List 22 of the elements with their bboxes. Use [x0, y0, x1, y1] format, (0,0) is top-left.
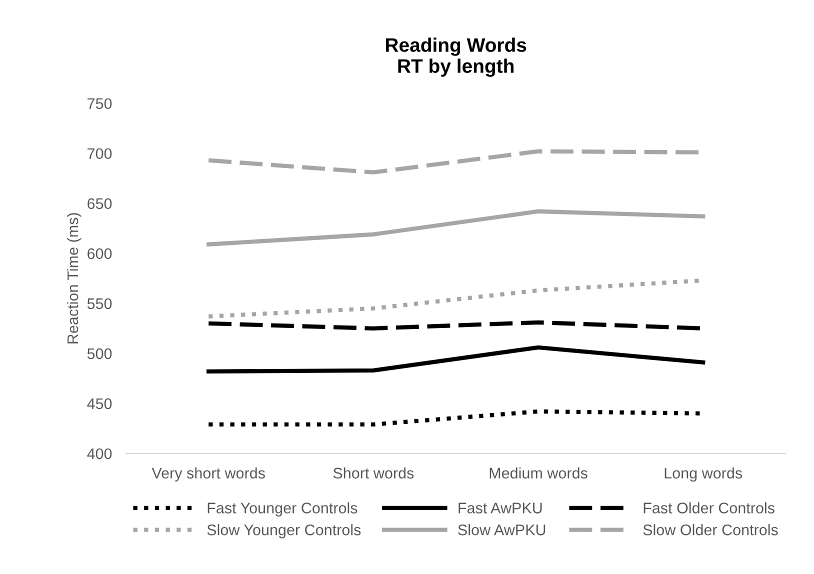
legend-label: Fast AwPKU — [458, 502, 542, 514]
x-tick-label: Very short words — [152, 467, 265, 482]
x-tick-label: Medium words — [490, 467, 588, 479]
legend-label: Slow Younger Controls — [207, 524, 361, 538]
y-tick-label: 500 — [87, 348, 112, 360]
y-tick-label: 550 — [87, 298, 112, 310]
legend-label: Fast Younger Controls — [208, 502, 358, 516]
line-series — [206, 345, 706, 374]
chart-title: Reading Words RT by length — [386, 38, 526, 77]
legend-label: Slow Older Controls — [643, 524, 778, 536]
legend-label: Slow AwPKU — [458, 524, 546, 536]
y-axis-title: Reaction Time (ms) — [66, 213, 82, 344]
y-tick-label: 600 — [88, 248, 112, 260]
y-tick-label: 400 — [87, 448, 112, 460]
y-tick-label: 450 — [87, 398, 112, 410]
y-tick-label: 650 — [88, 198, 112, 210]
y-tick-label: 700 — [88, 148, 112, 160]
y-tick-label: 750 — [88, 98, 112, 110]
legend-label: Fast Older Controls — [644, 502, 774, 514]
x-tick-label: Short words — [333, 467, 414, 479]
x-tick-label: Long words — [664, 467, 742, 482]
line-series — [206, 209, 706, 246]
